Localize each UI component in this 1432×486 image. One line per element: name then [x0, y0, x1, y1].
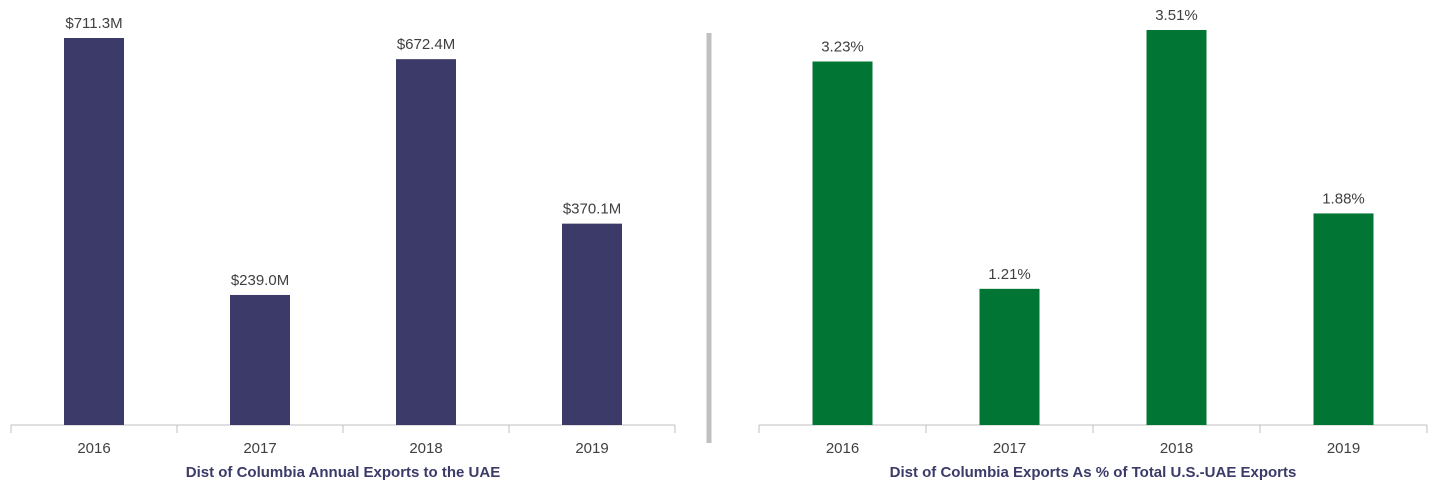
- bar: [1146, 30, 1207, 425]
- x-tick-label: 2019: [1327, 440, 1360, 457]
- chart-title: Dist of Columbia Annual Exports to the U…: [186, 464, 500, 481]
- x-tick-label: 2018: [1160, 440, 1193, 457]
- value-label: 1.21%: [988, 266, 1031, 283]
- bar: [1313, 213, 1374, 425]
- value-label: $239.0M: [231, 272, 289, 289]
- value-label: $711.3M: [65, 15, 122, 32]
- bar: [812, 61, 873, 425]
- chart-title: Dist of Columbia Exports As % of Total U…: [890, 464, 1297, 481]
- bar: [64, 38, 124, 425]
- x-tick-label: 2016: [77, 440, 110, 457]
- bar: [979, 288, 1040, 425]
- bar: [396, 59, 456, 425]
- bar: [562, 223, 622, 425]
- x-tick-label: 2018: [409, 440, 442, 457]
- bar: [230, 294, 290, 425]
- x-tick-label: 2016: [826, 440, 859, 457]
- value-label: $672.4M: [397, 36, 455, 53]
- value-label: 1.88%: [1322, 190, 1365, 207]
- value-label: $370.1M: [563, 201, 621, 218]
- x-tick-label: 2019: [575, 440, 608, 457]
- value-label: 3.23%: [821, 38, 864, 55]
- x-tick-label: 2017: [243, 440, 276, 457]
- value-label: 3.51%: [1155, 7, 1198, 24]
- x-tick-label: 2017: [993, 440, 1026, 457]
